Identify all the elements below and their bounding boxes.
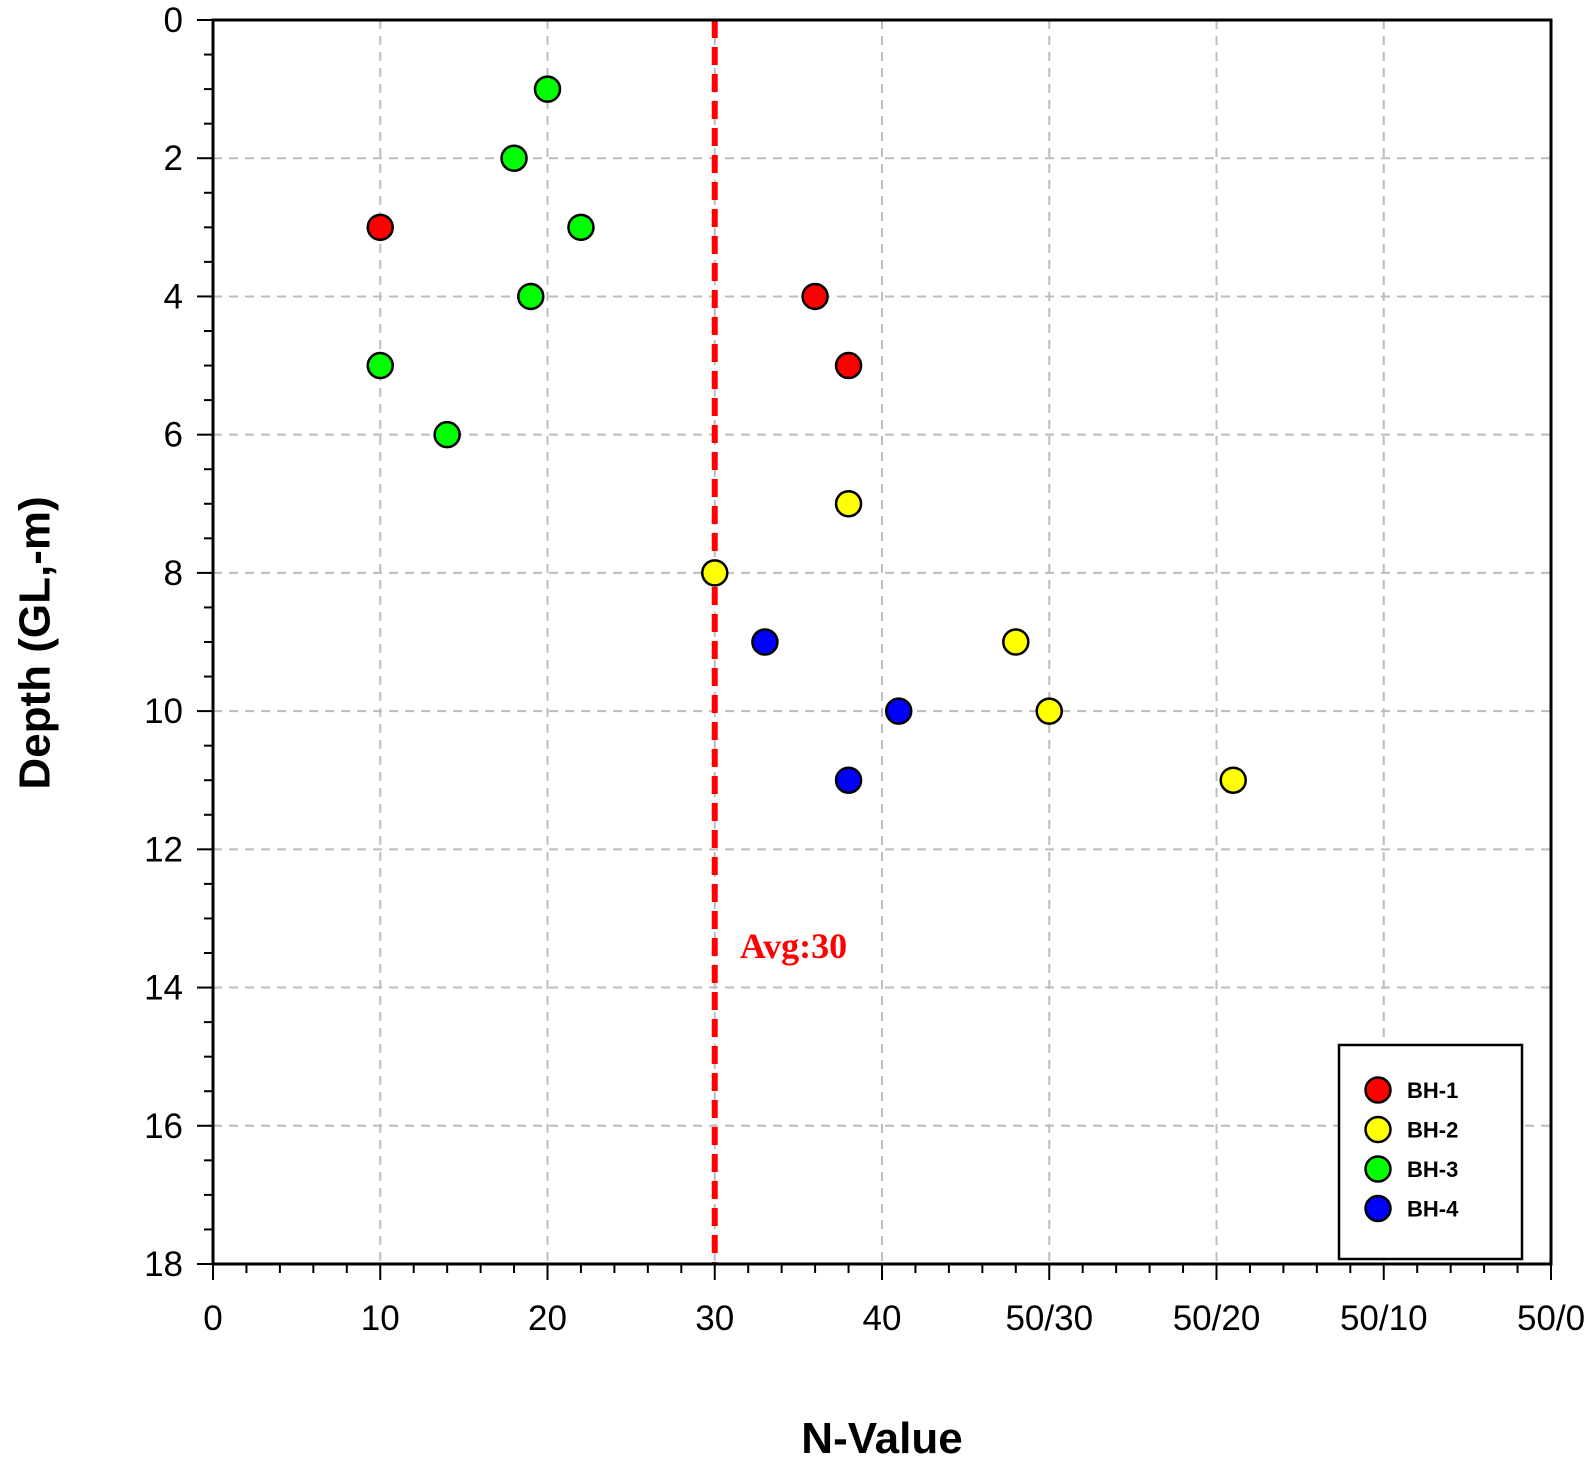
average-annotation: Avg:30 xyxy=(740,926,847,966)
legend: BH-1 BH-2 BH-3 BH-4 xyxy=(1337,1043,1524,1261)
legend-marker-bh-2 xyxy=(1364,1115,1392,1144)
x-tick-label: 40 xyxy=(863,1299,902,1338)
data-point-bh-1 xyxy=(801,282,829,311)
legend-label-bh-3: BH-3 xyxy=(1407,1157,1458,1182)
legend-marker-bh-1 xyxy=(1364,1076,1392,1104)
x-tick-label: 50/0 xyxy=(1517,1299,1585,1338)
y-axis-title: Depth (GL,-m) xyxy=(11,496,60,789)
y-tick-label: 14 xyxy=(144,969,183,1008)
data-point-bh-3 xyxy=(533,75,562,103)
y-tick-label: 0 xyxy=(164,1,183,40)
data-point-bh-3 xyxy=(567,213,595,242)
x-tick-label: 10 xyxy=(361,1299,400,1338)
y-tick-label: 12 xyxy=(144,830,183,869)
data-point-bh-3 xyxy=(433,420,461,449)
y-tick-label: 16 xyxy=(144,1107,183,1146)
data-point-bh-1 xyxy=(366,213,394,242)
annotations: Avg:30 xyxy=(740,926,847,966)
x-tick-label: 0 xyxy=(203,1299,222,1338)
data-point-bh-3 xyxy=(500,144,528,172)
data-point-bh-4 xyxy=(751,628,779,656)
legend-label-bh-1: BH-1 xyxy=(1407,1078,1458,1103)
data-point-bh-2 xyxy=(1002,628,1030,656)
x-tick-label: 50/20 xyxy=(1173,1299,1261,1338)
data-point-bh-3 xyxy=(366,351,394,380)
data-point-bh-2 xyxy=(701,559,729,587)
data-point-bh-2 xyxy=(1035,697,1063,725)
data-point-bh-4 xyxy=(834,766,863,794)
y-tick-label: 10 xyxy=(144,692,183,731)
x-tick-label: 50/10 xyxy=(1340,1299,1428,1338)
legend-marker-bh-4 xyxy=(1364,1194,1392,1223)
legend-label-bh-4: BH-4 xyxy=(1407,1197,1459,1222)
x-tick-label: 20 xyxy=(528,1299,567,1338)
x-tick-label: 50/30 xyxy=(1005,1299,1093,1338)
y-tick-label: 6 xyxy=(164,416,183,455)
y-tick-label: 2 xyxy=(164,139,183,178)
data-point-bh-3 xyxy=(517,282,545,311)
x-tick-label: 30 xyxy=(695,1299,734,1338)
data-points xyxy=(366,75,1247,794)
y-tick-label: 18 xyxy=(144,1245,183,1284)
data-point-bh-1 xyxy=(834,351,863,380)
data-point-bh-4 xyxy=(884,697,913,725)
data-point-bh-2 xyxy=(834,490,863,518)
x-axis-title: N-Value xyxy=(801,1414,962,1463)
y-tick-label: 8 xyxy=(164,554,183,593)
legend-marker-bh-3 xyxy=(1364,1155,1392,1183)
y-tick-label: 4 xyxy=(164,277,183,316)
data-point-bh-2 xyxy=(1219,766,1247,794)
axis-ticks: 0 10 20 30 40 50/30 50/20 50/10 50/0 0 2 4 6 8 10 12 14 1… xyxy=(144,1,1585,1338)
legend-label-bh-2: BH-2 xyxy=(1407,1118,1458,1143)
